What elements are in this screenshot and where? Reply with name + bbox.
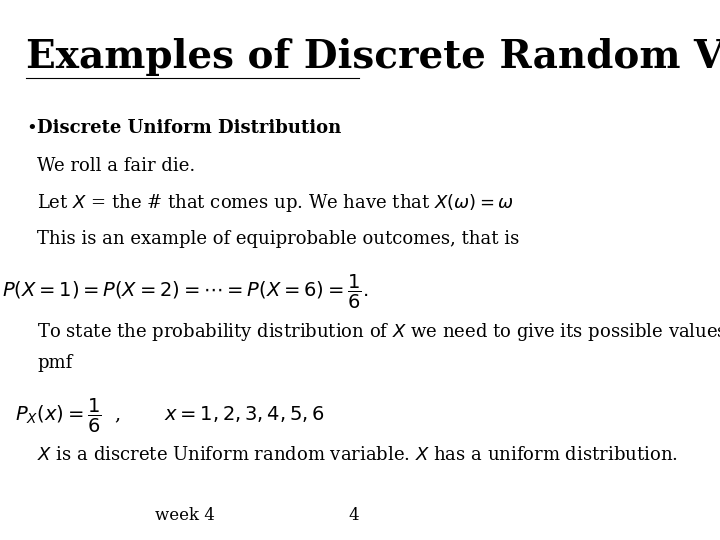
Text: week 4: week 4 [155, 507, 215, 524]
Text: To state the probability distribution of $X$ we need to give its possible values: To state the probability distribution of… [37, 321, 720, 343]
Text: •: • [26, 119, 37, 137]
Text: pmf: pmf [37, 354, 72, 372]
Text: $P_X(x) = \dfrac{1}{6}$  ,       $x = 1, 2, 3, 4, 5, 6$: $P_X(x) = \dfrac{1}{6}$ , $x = 1, 2, 3, … [15, 397, 325, 435]
Text: This is an example of equiprobable outcomes, that is: This is an example of equiprobable outco… [37, 230, 519, 247]
Text: We roll a fair die.: We roll a fair die. [37, 157, 195, 174]
Text: Discrete Uniform Distribution: Discrete Uniform Distribution [37, 119, 341, 137]
Text: $X$ is a discrete Uniform random variable. $X$ has a uniform distribution.: $X$ is a discrete Uniform random variabl… [37, 446, 678, 463]
Text: 4: 4 [348, 507, 359, 524]
Text: $P(X=1) = P(X=2) = \cdots = P(X=6) = \dfrac{1}{6}.$: $P(X=1) = P(X=2) = \cdots = P(X=6) = \df… [2, 273, 368, 311]
Text: Examples of Discrete Random Variables: Examples of Discrete Random Variables [26, 38, 720, 76]
Text: Let $X$ = the # that comes up. We have that $X(\omega)= \omega$: Let $X$ = the # that comes up. We have t… [37, 192, 514, 214]
